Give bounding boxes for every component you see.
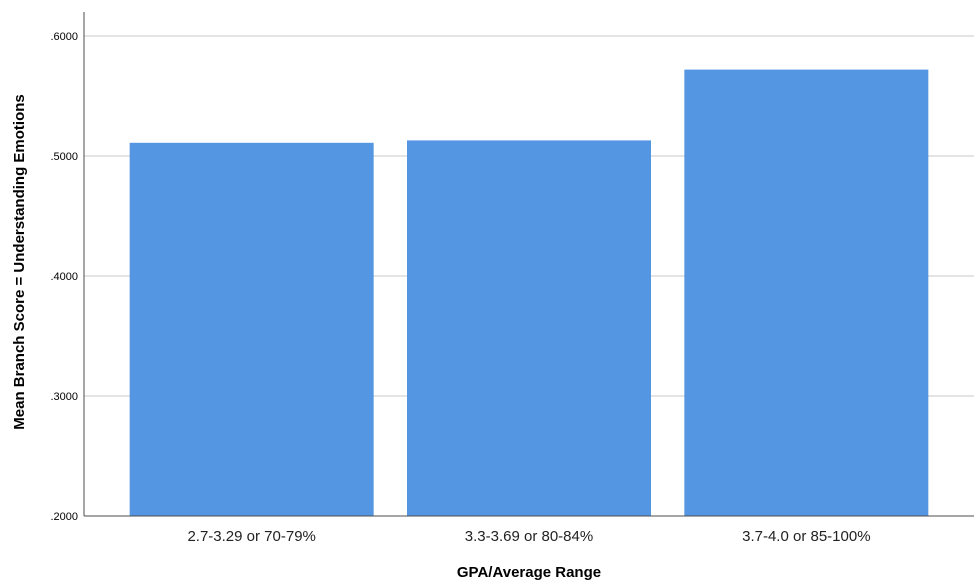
y-tick-label: .5000 <box>50 151 78 163</box>
x-tick-labels: 2.7-3.29 or 70-79% 3.3-3.69 or 80-84% 3.7-… <box>187 528 870 545</box>
y-tick-label: .4000 <box>50 271 78 283</box>
y-axis-title: Mean Branch Score = Understanding Emotio… <box>11 94 28 429</box>
y-tick-labels: .2000 .3000 .4000 .5000 .6000 <box>50 31 78 523</box>
x-tick-label: 3.7-4.0 or 85-100% <box>742 528 870 545</box>
x-tick-label: 3.3-3.69 or 80-84% <box>465 528 593 545</box>
y-tick-label: .2000 <box>50 511 78 523</box>
bars <box>129 69 929 517</box>
axes <box>83 12 974 517</box>
bar <box>129 142 374 517</box>
y-tick-label: .3000 <box>50 391 78 403</box>
x-tick-label: 2.7-3.29 or 70-79% <box>187 528 315 545</box>
bar <box>684 69 929 516</box>
y-tick-label: .6000 <box>50 31 78 43</box>
x-axis-title: GPA/Average Range <box>457 564 601 581</box>
bar <box>407 140 651 516</box>
